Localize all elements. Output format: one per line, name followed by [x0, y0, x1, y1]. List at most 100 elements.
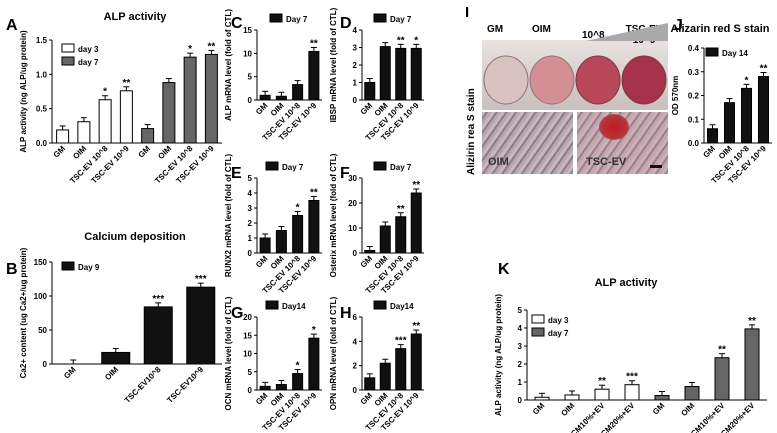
panel-k-category-label: OIM — [559, 401, 576, 418]
panel-b-legend-swatch — [61, 261, 75, 271]
panel-b-sig-label: *** — [195, 274, 207, 285]
panel-a-category-label: GM — [52, 144, 68, 160]
panel-d-bar — [410, 47, 422, 101]
panel-b-bar — [186, 286, 216, 365]
panel-k-bar — [534, 396, 550, 401]
panel-c-legend-label: Day 7 — [286, 15, 308, 24]
panel-c-ytick-label: 0 — [248, 96, 253, 105]
panel-c-ytick-label: 5 — [248, 73, 253, 82]
micro-label-oim: OIM — [488, 156, 509, 168]
panel-e-legend-label: Day 7 — [282, 163, 304, 172]
panel-f-ytick-label: 30 — [348, 174, 357, 183]
panel-h-bar — [364, 377, 376, 391]
panel-e-ytick-label: 3 — [248, 204, 253, 213]
panel-f-sig-label: ** — [397, 204, 405, 215]
panel-d-ylabel: IBSP mRNA level (fold of CTL) — [329, 7, 338, 122]
panel-e-bar — [308, 200, 320, 254]
panel-j-sig-label: ** — [760, 64, 768, 75]
panel-k-legend-label: day 7 — [548, 329, 569, 338]
panel-f-category-label: GM — [359, 254, 375, 270]
panel-j-ytick-label: 0.4 — [688, 44, 700, 53]
panel-h-bar — [410, 333, 422, 391]
panel-a-bar — [141, 128, 155, 144]
panel-g-sig-label: * — [296, 361, 300, 372]
panel-d-category-label: GM — [359, 101, 375, 117]
panel-a-legend-swatch — [61, 43, 75, 53]
panel-k-ytick-label: 5 — [518, 306, 523, 315]
panel-f-bar — [379, 225, 391, 254]
panel-d-ytick-label: 1 — [353, 79, 358, 88]
panel-k-bar — [594, 388, 610, 401]
panel-i-micro-tscev — [577, 112, 668, 174]
panel-c-bar — [308, 50, 320, 101]
panel-g-bar — [308, 337, 320, 391]
panel-d-bar — [395, 47, 407, 101]
panel-a-ytick-label: 1.0 — [36, 70, 48, 79]
panel-j-ytick-label: 0.2 — [688, 92, 700, 101]
panel-g-ytick-label: 15 — [243, 331, 252, 340]
panel-f-ylabel: Osterix mRNA level (fold of CTL) — [329, 153, 338, 277]
panel-b-ytick-label: 150 — [34, 258, 48, 267]
calcium-nodule — [599, 114, 629, 140]
panel-j-bar — [707, 128, 718, 144]
panel-j-letter: J — [674, 17, 683, 34]
panel-a-bar — [204, 53, 218, 144]
panel-f-ytick-label: 0 — [353, 249, 358, 258]
panel-k-bar — [564, 394, 580, 401]
panel-k-bar — [714, 357, 730, 401]
panel-c-legend-swatch — [269, 13, 283, 23]
panel-b-ytick-label: 0 — [43, 360, 48, 369]
panel-c-letter: C — [231, 15, 243, 32]
panel-g-bar — [275, 384, 287, 391]
panel-c-bar — [292, 84, 304, 101]
panel-d-legend-label: Day 7 — [390, 15, 412, 24]
panel-a-ytick-label: 0.0 — [36, 139, 48, 148]
panel-d-sig-label: ** — [397, 35, 405, 46]
well-label-10-8: 10^8 — [582, 30, 605, 41]
panel-g-ytick-label: 5 — [248, 368, 253, 377]
panel-k-legend-label: day 3 — [548, 316, 569, 325]
panel-e-bar — [292, 215, 304, 254]
panel-j-ytick-label: 0.0 — [688, 139, 700, 148]
panel-e-ytick-label: 0 — [248, 249, 253, 258]
panel-b-category-label: GM — [62, 365, 78, 381]
panel-e-category-label: GM — [254, 254, 270, 270]
panel-b-bar — [101, 351, 131, 365]
panel-b-sig-label: *** — [152, 294, 164, 305]
panel-j-legend-label: Day 14 — [722, 49, 748, 58]
panel-b-title: Calcium deposition — [84, 231, 186, 243]
panel-e-legend-swatch — [265, 161, 279, 171]
panel-e-bar — [259, 237, 271, 254]
panel-j-ytick-label: 0.3 — [688, 68, 700, 77]
scale-bar — [650, 165, 662, 168]
panel-d-ytick-label: 2 — [353, 61, 358, 70]
panel-f-legend-label: Day 7 — [390, 163, 412, 172]
panel-g-bar — [292, 373, 304, 391]
panel-e-bar — [275, 230, 287, 254]
panel-h-ytick-label: 6 — [353, 313, 358, 322]
panel-b-ytick-label: 50 — [38, 326, 47, 335]
panel-a-bar — [98, 99, 112, 144]
panel-b-ytick-label: 100 — [34, 292, 48, 301]
panel-i-letter: I — [465, 4, 470, 21]
panel-h-bar — [395, 348, 407, 391]
panel-g-ytick-label: 20 — [243, 313, 252, 322]
panel-c-sig-label: ** — [310, 38, 318, 49]
panel-a-bar — [162, 82, 176, 144]
panel-a-bar — [119, 90, 133, 144]
panel-e-sig-label: * — [296, 203, 300, 214]
panel-k-ytick-label: 4 — [518, 324, 523, 333]
panel-a-ylabel: ALP activity (ng ALP/ug protein) — [19, 30, 28, 153]
panel-j-bar — [741, 87, 752, 144]
panel-k-ytick-label: 2 — [518, 360, 523, 369]
panel-k-letter: K — [498, 261, 510, 278]
panel-a-bar — [183, 56, 197, 144]
micro-label-tscev: TSC-EV — [586, 156, 627, 168]
panel-a-category-label: GM — [137, 144, 153, 160]
panel-a-sig-label: * — [103, 87, 107, 98]
panel-k-ytick-label: 0 — [518, 396, 523, 405]
panel-b-bar — [143, 306, 173, 365]
panel-a-category-label: OIM — [71, 144, 88, 161]
panel-a-letter: A — [6, 17, 18, 34]
